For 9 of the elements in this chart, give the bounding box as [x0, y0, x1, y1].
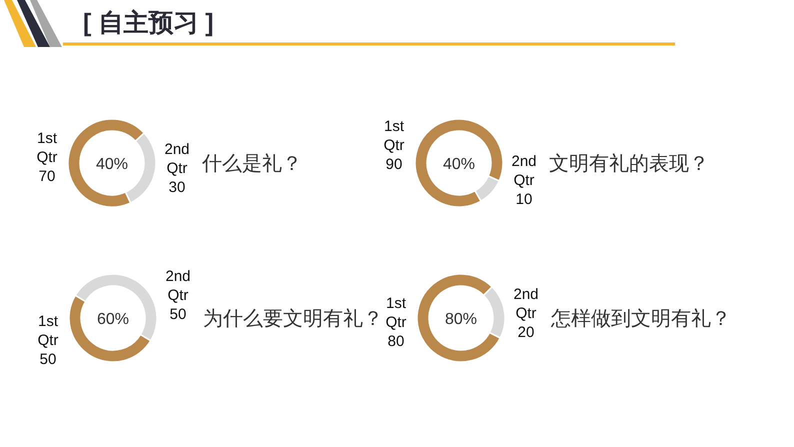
title: 文明有礼的表现？	[549, 153, 709, 175]
annotation: 60%	[96, 311, 130, 328]
annotation: 80%	[444, 311, 478, 328]
title: [ 自主预习 ]	[83, 9, 214, 37]
annotation: 40%	[442, 156, 476, 173]
title: 什么是礼？	[202, 153, 302, 175]
title: 怎样做到文明有礼？	[551, 308, 731, 330]
annotation: 40%	[96, 156, 128, 173]
title: 为什么要文明有礼？	[203, 308, 383, 330]
